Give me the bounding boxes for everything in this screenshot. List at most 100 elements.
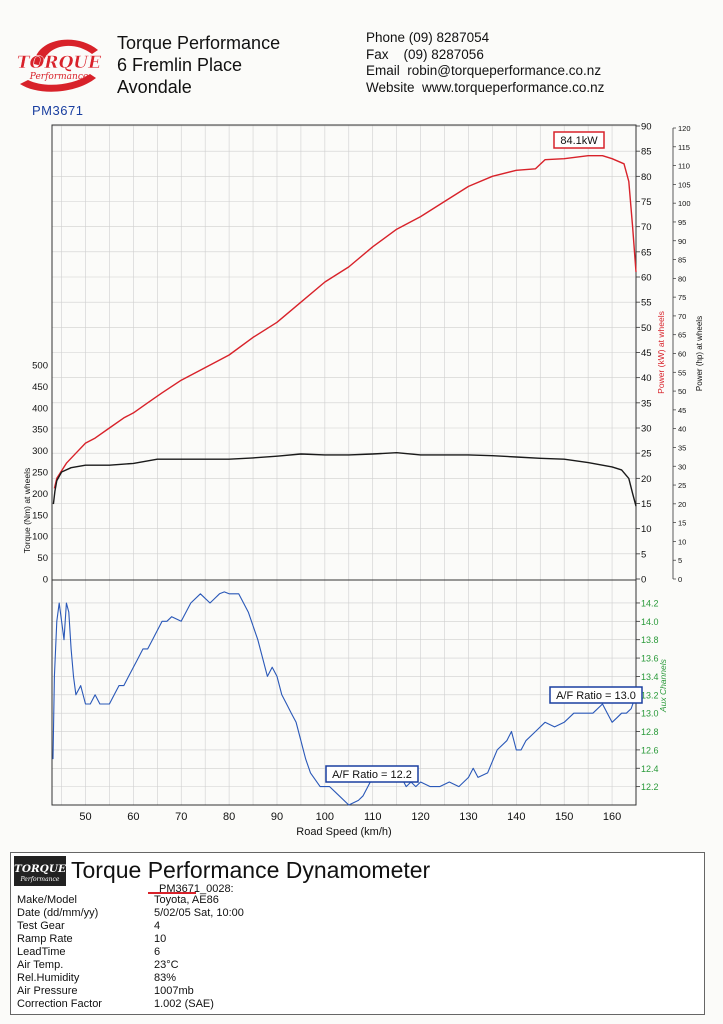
- hp-tick-label: 110: [678, 162, 690, 171]
- spec-value: 1.002 (SAE): [154, 998, 214, 1010]
- spec-value: 5/02/05 Sat, 10:00: [154, 907, 244, 919]
- aux-tick-label: 13.8: [641, 635, 659, 645]
- x-tick-label: 90: [271, 811, 283, 823]
- spec-row: Rel.Humidity 83%: [17, 972, 244, 985]
- hp-tick-label: 70: [678, 312, 686, 321]
- peak-power-annotation-label: 84.1kW: [560, 135, 598, 147]
- kw-tick-label: 70: [641, 222, 652, 233]
- torque-tick-label: 0: [43, 575, 48, 586]
- x-tick-label: 140: [507, 811, 525, 823]
- spec-row: Air Temp. 23°C: [17, 959, 244, 972]
- kw-tick-label: 75: [641, 197, 652, 208]
- x-tick-label: 70: [175, 811, 187, 823]
- spec-label: Ramp Rate: [17, 933, 73, 945]
- torque-tick-label: 50: [37, 553, 48, 564]
- torque-tick-label: 300: [32, 446, 48, 457]
- aux-tick-label: 14.0: [641, 617, 659, 627]
- spec-value: 4: [154, 920, 161, 932]
- af-ratio-high-annotation-box: [549, 686, 643, 704]
- hp-tick-label: 120: [678, 124, 691, 133]
- spec-value: 10: [154, 933, 167, 945]
- svg-text:Performance: Performance: [29, 72, 88, 82]
- kw-tick-label: 10: [641, 524, 652, 535]
- spec-label: Rel.Humidity: [17, 972, 80, 984]
- kw-tick-label: 50: [641, 323, 652, 334]
- contact-email: Email robin@torqueperformance.co.nz: [366, 63, 602, 78]
- spec-row: LeadTime 6: [17, 946, 244, 959]
- hp-tick-label: 60: [678, 350, 686, 359]
- company-name: Torque Performance: [117, 33, 281, 53]
- spec-label: Air Temp.: [17, 959, 64, 971]
- kw-tick-label: 45: [641, 348, 652, 359]
- chart-series: [52, 155, 637, 806]
- spec-value: 23°C: [154, 959, 179, 971]
- x-tick-label: 50: [79, 811, 91, 823]
- x-tick-label: 160: [603, 811, 621, 823]
- torque-series-line: [52, 452, 637, 507]
- hp-tick-label: 0: [678, 575, 682, 584]
- torque-axis-label: Torque (Nm) at wheels: [22, 468, 32, 554]
- x-tick-label: 110: [364, 811, 382, 823]
- hp-tick-label: 45: [678, 406, 686, 415]
- contact-fax: Fax (09) 8287056: [366, 46, 484, 62]
- company-address: Torque Performance 6 Fremlin Place Avond…: [117, 32, 280, 98]
- hp-tick-label: 25: [678, 481, 686, 490]
- svg-text:Performance: Performance: [20, 876, 60, 883]
- spec-row: Test Gear 4: [17, 920, 244, 933]
- company-suburb: Avondale: [117, 77, 192, 97]
- hp-tick-label: 80: [678, 274, 686, 283]
- spec-value: Toyota, AE86: [154, 894, 219, 906]
- hp-tick-label: 50: [678, 387, 686, 396]
- hp-tick-label: 65: [678, 331, 686, 340]
- spec-label: LeadTime: [17, 946, 66, 958]
- kw-axis-label: Power (kW) at wheels: [656, 311, 666, 394]
- contact-phone: Phone (09) 8287054: [366, 30, 490, 45]
- x-tick-label: 120: [411, 811, 429, 823]
- hp-tick-label: 5: [678, 556, 682, 565]
- x-tick-label: 130: [459, 811, 477, 823]
- torque-tick-label: 500: [32, 361, 48, 372]
- hp-tick-label: 85: [678, 256, 686, 265]
- spec-label: Test Gear: [17, 920, 65, 932]
- x-tick-label: 150: [555, 811, 573, 823]
- svg-text:TORQUE: TORQUE: [17, 53, 102, 73]
- spec-row: Ramp Rate 10: [17, 933, 244, 946]
- kw-tick-label: 5: [641, 549, 646, 560]
- chart-annotations: 84.1kW A/F Ratio = 12.2 A/F Ratio = 13.0: [325, 131, 643, 783]
- af-ratio-high-annotation: A/F Ratio = 13.0: [549, 686, 643, 704]
- aux-tick-label: 14.2: [641, 598, 659, 608]
- company-street: 6 Fremlin Place: [117, 55, 243, 75]
- kw-tick-label: 25: [641, 449, 652, 460]
- hp-tick-label: 95: [678, 218, 686, 227]
- spec-row: Correction Factor 1.002 (SAE): [17, 998, 244, 1011]
- torque-tick-label: 150: [32, 510, 48, 521]
- spec-label: Air Pressure: [17, 985, 78, 997]
- hp-tick-label: 105: [678, 180, 691, 189]
- kw-tick-label: 30: [641, 424, 652, 435]
- torque-performance-logo: TORQUE Performance: [17, 39, 102, 92]
- x-tick-label: 80: [223, 811, 235, 823]
- x-axis-label: Road Speed (km/h): [296, 826, 391, 838]
- test-details-panel: TORQUE Performance Torque Performance Dy…: [10, 852, 705, 1015]
- hp-axis-label: Power (hp) at wheels: [695, 316, 704, 391]
- hp-tick-label: 40: [678, 425, 686, 434]
- aux-axis-label: Aux Channels: [658, 658, 668, 713]
- aux-tick-label: 13.4: [641, 672, 659, 682]
- kw-tick-label: 60: [641, 273, 652, 284]
- torque-tick-label: 100: [32, 532, 48, 543]
- spec-value: 1007mb: [154, 985, 194, 997]
- hp-tick-label: 100: [678, 199, 691, 208]
- dyno-title: Torque Performance Dynamometer: [71, 857, 431, 883]
- hp-tick-label: 30: [678, 462, 686, 471]
- af-ratio-low-annotation: A/F Ratio = 12.2: [325, 765, 419, 783]
- kw-tick-label: 55: [641, 298, 652, 309]
- spec-value: 83%: [154, 972, 177, 984]
- kw-tick-label: 15: [641, 499, 652, 510]
- aux-tick-label: 13.0: [641, 709, 659, 719]
- aux-tick-label: 12.2: [641, 782, 659, 792]
- svg-text:TORQUE: TORQUE: [14, 863, 66, 875]
- spec-value: 6: [154, 946, 161, 958]
- spec-label: Make/Model: [17, 894, 77, 906]
- hp-tick-label: 15: [678, 519, 686, 528]
